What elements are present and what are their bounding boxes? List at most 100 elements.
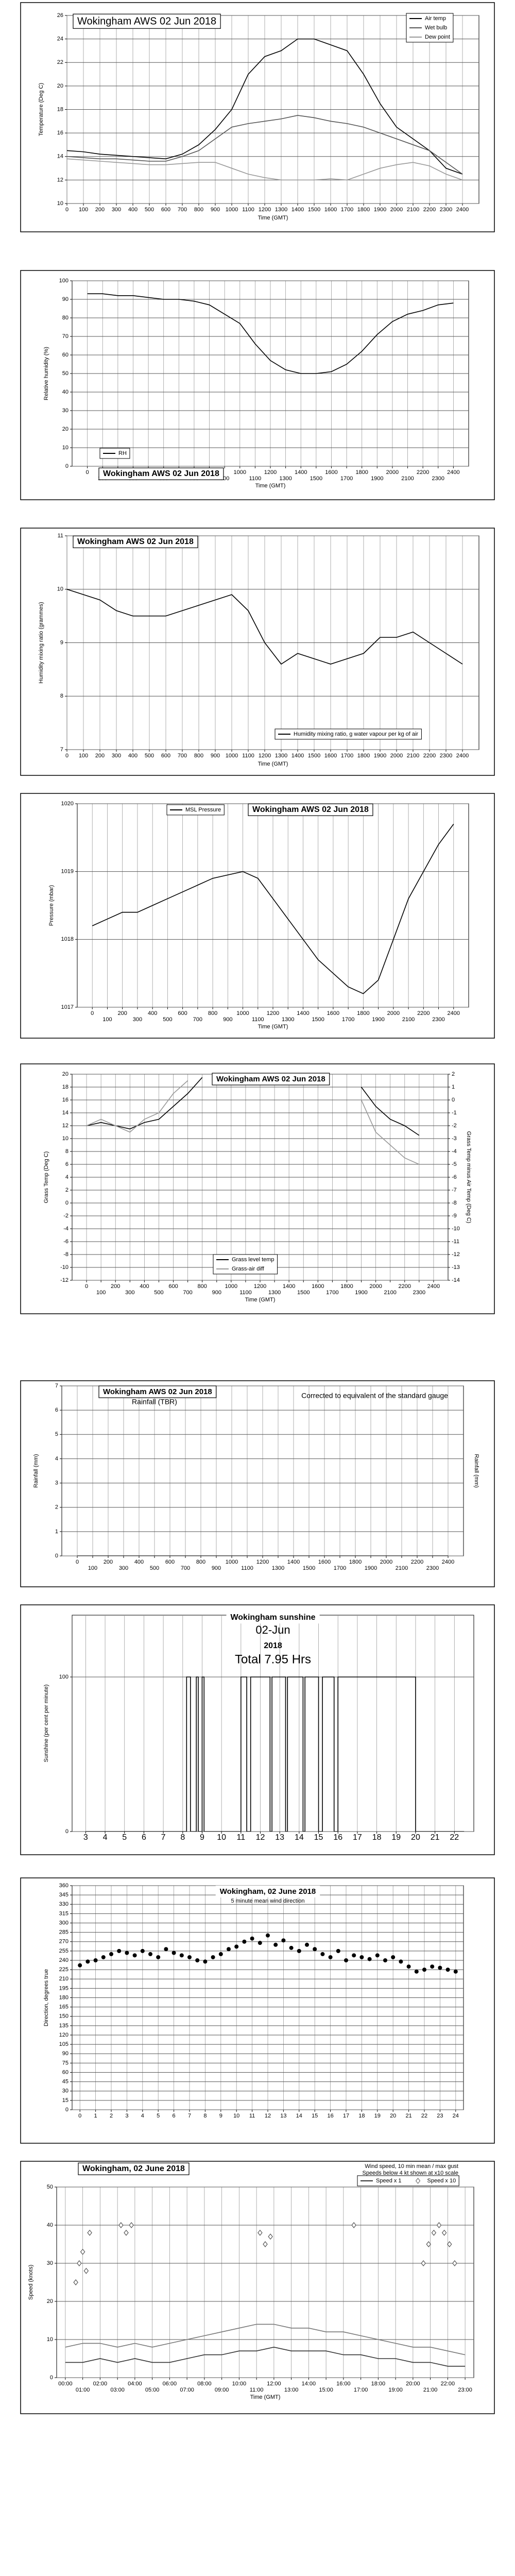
marker-point bbox=[263, 2241, 268, 2247]
x-tick-label: 2200 bbox=[423, 753, 436, 759]
marker-point bbox=[452, 2260, 457, 2266]
x-tick-label: 700 bbox=[178, 207, 187, 213]
y-tick-label: 9 bbox=[60, 639, 63, 646]
chart-title: Wokingham, 02 June 2018 bbox=[220, 1887, 316, 1896]
x-tick-label: 18 bbox=[372, 1833, 382, 1842]
y-tick-label: 120 bbox=[59, 2032, 68, 2038]
x-tick-label: 20 bbox=[390, 2113, 396, 2119]
y-tick-label: 0 bbox=[55, 1553, 58, 1559]
x-tick-label: 06:00 bbox=[163, 2381, 177, 2387]
x-tick-label: 1000 bbox=[226, 753, 238, 759]
x-tick-label: 2000 bbox=[387, 1010, 400, 1016]
scatter-point bbox=[242, 1939, 247, 1944]
y-tick-label: 14 bbox=[62, 1110, 68, 1116]
x-tick-label: 600 bbox=[168, 1283, 178, 1290]
x-tick-label: 0 bbox=[65, 753, 68, 759]
title-group: Wokingham AWS 02 Jun 2018 bbox=[98, 1385, 217, 1398]
scatter-point bbox=[367, 1957, 372, 1961]
scatter-point bbox=[132, 1953, 137, 1958]
x-tick-label: 04:00 bbox=[128, 2381, 142, 2387]
title-group: Wokingham AWS 02 Jun 2018 bbox=[73, 535, 198, 548]
y-tick-label: 1020 bbox=[61, 801, 74, 807]
annotation: Speeds below 4 kt shown at x10 scale bbox=[362, 2170, 458, 2176]
x-tick-label: 20:00 bbox=[406, 2381, 420, 2387]
x-tick-label: 800 bbox=[208, 1010, 217, 1016]
scatter-point bbox=[391, 1955, 396, 1959]
legend: Speed x 1 Speed x 10 bbox=[357, 2175, 459, 2187]
y-tick-label: 50 bbox=[62, 370, 68, 377]
x-tick-label: 0 bbox=[86, 469, 89, 476]
y-tick-label: 0 bbox=[65, 1200, 68, 1206]
series-group bbox=[85, 1676, 465, 1832]
x-axis-label: Time (GMT) bbox=[255, 483, 286, 489]
x-tick-label: 22 bbox=[421, 2113, 427, 2119]
marker-point bbox=[258, 2229, 263, 2236]
y-tick-label: 10 bbox=[62, 445, 68, 451]
x-tick-label: 400 bbox=[128, 753, 138, 759]
x-tick-label: 100 bbox=[79, 753, 88, 759]
y-tick-label: 195 bbox=[59, 1985, 68, 1991]
title-group: Wokingham AWS 02 Jun 2018 bbox=[248, 803, 373, 816]
x-tick-label: 1200 bbox=[259, 207, 271, 213]
marker-point bbox=[87, 2229, 92, 2236]
series-line bbox=[92, 824, 454, 994]
x-tick-label: 2100 bbox=[384, 1290, 396, 1296]
x-tick-label: 600 bbox=[161, 753, 170, 759]
x-tick-label: 200 bbox=[104, 1559, 113, 1565]
x-tick-label: 2400 bbox=[456, 753, 469, 759]
x-tick-label: 1200 bbox=[264, 469, 277, 476]
y-tick-label: -2 bbox=[63, 1213, 68, 1219]
y-tick-label: 18 bbox=[62, 1084, 68, 1090]
legend-box bbox=[357, 2175, 459, 2187]
scatter-point bbox=[85, 1959, 90, 1964]
y2-tick-label: -7 bbox=[452, 1187, 457, 1193]
y-tick-label: 300 bbox=[59, 1920, 68, 1926]
y-tick-label: 360 bbox=[59, 1883, 68, 1889]
scatter-point bbox=[336, 1948, 340, 1953]
x-tick-label: 1600 bbox=[318, 1559, 331, 1565]
x-tick-label: 900 bbox=[212, 1565, 221, 1571]
x-tick-label: 700 bbox=[193, 1016, 202, 1023]
x-tick-label: 14 bbox=[296, 2113, 302, 2119]
scatter-point bbox=[430, 1964, 435, 1969]
y-tick-label: 240 bbox=[59, 1957, 68, 1963]
x-tick-label: 14:00 bbox=[302, 2381, 316, 2387]
x-tick-label: 900 bbox=[223, 1016, 232, 1023]
x-tick-label: 10:00 bbox=[232, 2381, 247, 2387]
series-line bbox=[67, 588, 463, 665]
y-tick-label: 0 bbox=[50, 2375, 53, 2381]
y-tick-label: -8 bbox=[63, 1251, 68, 1258]
scatter-point bbox=[164, 1947, 168, 1952]
scatter-point bbox=[101, 1955, 106, 1959]
chart-subtitle: 5 minute mean wind direction bbox=[231, 1898, 304, 1904]
x-tick-label: 2300 bbox=[440, 753, 452, 759]
x-tick-label: 22:00 bbox=[441, 2381, 455, 2387]
x-tick-label: 19 bbox=[391, 1833, 401, 1842]
x-tick-label: 16 bbox=[333, 1833, 342, 1842]
x-tick-label: 17 bbox=[353, 1833, 362, 1842]
x-tick-label: 500 bbox=[163, 1016, 172, 1023]
y-tick-label: 12 bbox=[62, 1123, 68, 1129]
x-tick-label: 2200 bbox=[417, 1010, 430, 1016]
x-tick-label: 1600 bbox=[327, 1010, 339, 1016]
x-tick-label: 2300 bbox=[440, 207, 452, 213]
x-tick-label: 13 bbox=[280, 2113, 286, 2119]
x-tick-label: 1000 bbox=[226, 207, 238, 213]
series-group bbox=[78, 1933, 458, 1974]
legend: RH bbox=[99, 448, 130, 459]
x-tick-label: 5 bbox=[157, 2113, 160, 2119]
x-tick-label: 600 bbox=[165, 1559, 175, 1565]
x-tick-label: 1700 bbox=[341, 753, 353, 759]
scatter-point bbox=[352, 1953, 356, 1958]
x-tick-label: 1300 bbox=[272, 1565, 284, 1571]
series-line bbox=[86, 1077, 420, 1136]
x-tick-label: 19 bbox=[374, 2113, 381, 2119]
x-tick-label: 1800 bbox=[357, 1010, 369, 1016]
marker-point bbox=[436, 2222, 442, 2228]
scatter-point bbox=[93, 1958, 98, 1962]
y2-tick-label: -3 bbox=[452, 1136, 457, 1142]
y-tick-label: 70 bbox=[62, 333, 68, 340]
y2-axis-label: Grass Temp minus Air Temp (Deg C) bbox=[466, 1131, 472, 1224]
x-tick-label: 100 bbox=[88, 1565, 97, 1571]
series-line bbox=[67, 38, 463, 175]
